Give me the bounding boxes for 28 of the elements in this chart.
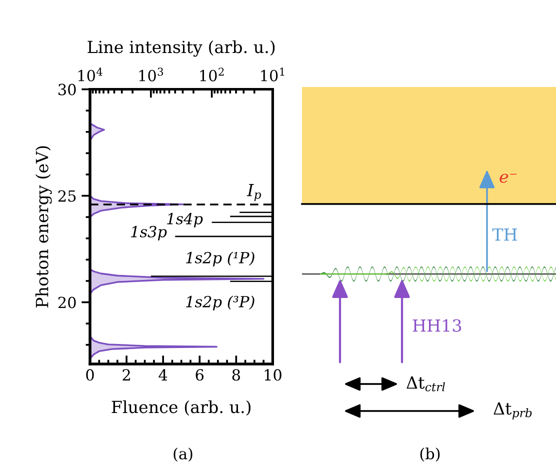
annotation: 1s3p [131,226,167,240]
x-tick-label: 0 [86,369,94,381]
x-tick-label: 6 [196,369,204,381]
y-tick-label: 25 [58,190,76,202]
text: (b) [420,448,440,462]
x-tick-label: 4 [158,369,168,380]
x-tick-label: 2 [122,369,130,380]
x2-tick-label: 10$^{2}$ [200,68,224,82]
y-tick-label: 20 [58,296,76,308]
annotation: 1s2p (³P) [186,296,254,310]
x2-tick-label: 10$^{3}$ [139,68,164,82]
x2-tick-label: 10$^{1}$ [261,68,284,82]
x-axis-title: Fluence (arb. u.) [112,400,250,416]
ref-line-label: I$_{p}$ [246,184,262,202]
x2-tick-label: 10$^{4}$ [78,68,102,82]
text: Δt$_{ctrl}$ [406,376,445,392]
x-tick-label: 8 [232,369,240,381]
y-axis-title: Photon energy (eV) [35,146,52,308]
text: HH13 [412,319,462,332]
text: (a) [174,448,192,462]
annotation: 1s2p (¹P) [186,252,254,266]
text: TH [492,228,517,241]
x2-axis-title: Line intensity (arb. u.) [88,40,275,57]
x-tick-label: 10 [264,369,282,381]
text: Δt$_{prb}$ [494,402,532,420]
annotation: 1s4p [167,212,203,228]
y-tick-label: 30 [58,84,76,96]
text: e⁻ [500,174,517,183]
